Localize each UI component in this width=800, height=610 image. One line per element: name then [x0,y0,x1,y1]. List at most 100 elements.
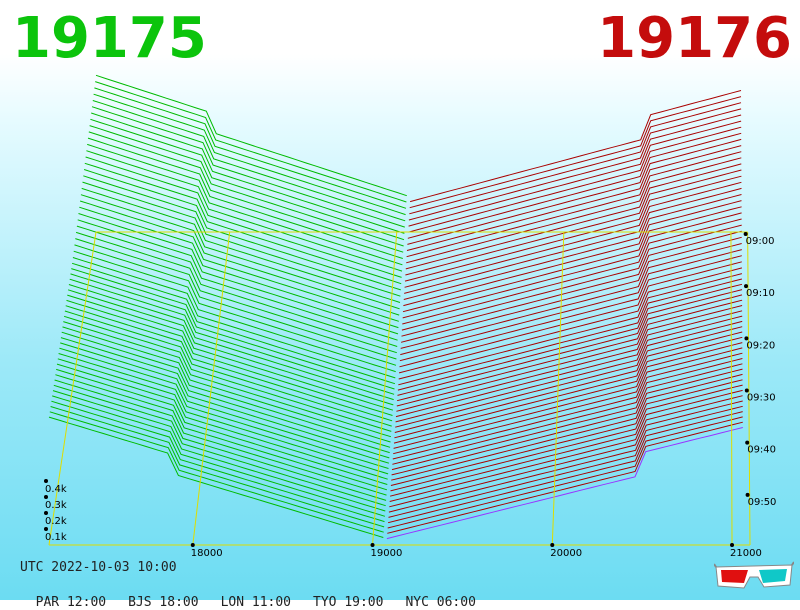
bid-depth-slice [87,143,403,266]
ask-depth-slice [395,310,743,423]
price-tick-label: 18000 [191,548,223,559]
bid-depth-slice [63,321,391,443]
time-tick-marker [744,388,749,393]
bid-depth-slice [86,150,403,272]
ask-depth-slice [409,102,742,215]
ask-depth-slice [387,416,743,529]
bid-depth-slice [49,411,384,533]
bid-depth-slice [67,294,393,416]
ask-depth-slice [400,243,742,356]
time-tick-marker [745,440,750,445]
bid-depth-slice [89,125,404,247]
ask-depth-slice [396,294,743,407]
bid-depth-slice [88,131,404,253]
bid-depth-slice [48,416,384,538]
bid-depth-slice [65,305,392,427]
time-tick-label: 09:00 [746,236,775,247]
ask-depth-slice [391,368,743,481]
bid-depth-slice [84,162,402,285]
bid-depth-slice [76,225,398,347]
ask-depth-slice [389,389,743,502]
bid-depth-slice [50,406,385,528]
bid-depth-slice [79,200,399,322]
ask-depth-slice [395,315,743,428]
ask-depth-slice [404,175,742,288]
bid-depth-slice [56,368,388,491]
bid-depth-slice [71,262,396,385]
ask-depth-slice [390,373,743,486]
bid-depth-slice [64,310,392,432]
time-tick-label: 09:50 [748,497,777,508]
ask-depth-slice [394,326,743,439]
timezone-par: PAR 12:00 [35,595,107,610]
bid-depth-slice [56,363,388,485]
depth-tick-marker [44,479,48,483]
depth-tick-marker [44,527,48,531]
bid-depth-slice [83,169,401,291]
bid-depth-slice [85,156,402,278]
ask-depth-slice [391,363,743,476]
bid-depth-slice [82,181,401,303]
price-grid-line [551,231,565,546]
ask-depth-slice [400,230,742,343]
ask-depth-slice [406,138,742,251]
ask-depth-slice [387,411,743,524]
time-tick-label: 09:40 [747,445,776,456]
utc-time: UTC 2022-10-03 10:00 [20,560,177,575]
time-tick-marker [743,232,748,236]
ask-depth-slice [409,90,742,203]
bid-depth-slice [78,213,399,335]
price-tick-label: 19000 [371,548,403,559]
time-tick-marker [745,492,750,497]
depth-tick-marker [44,511,48,515]
bid-depth-slice [91,112,405,234]
time-tick-label: 09:10 [746,288,775,299]
ask-depth-slice [402,212,742,325]
bid-depth-slice [74,244,397,366]
bid-depth-slice [71,268,395,390]
ask-depth-slice [409,96,742,209]
ask-depth-slice [405,157,742,270]
bid-depth-slice [95,81,407,203]
ask-depth-slice [393,342,743,455]
bid-depth-slice [91,106,405,228]
bid-depth-slice [68,284,394,406]
price-grid-line [372,231,398,546]
ask-depth-slice [396,289,743,402]
ask-depth-slice [404,169,742,282]
timezone-bar: PAR 12:00 BJS 18:00 LON 11:00 TYO 19:00 NYC … [20,580,498,610]
time-tick-marker [744,336,749,341]
ask-price: 19176 [597,6,792,71]
frame-edge-line [48,231,97,546]
time-tick-marker [744,284,749,289]
bid-depth-slice [62,326,391,448]
bid-depth-slice [61,331,390,454]
3d-glasses-icon[interactable] [714,561,794,591]
timezone-bjs: BJS 18:00 [128,595,199,610]
ask-depth-slice [398,261,742,374]
price-tick-marker [370,543,375,547]
timezone-lon: LON 11:00 [220,595,292,610]
bid-depth-slice [75,238,397,360]
depth-slices [48,74,743,540]
grid-lines [48,231,751,546]
ask-depth-slice [386,427,743,540]
bid-depth-slice [52,395,386,517]
time-tick-label: 09:30 [747,393,776,404]
ask-depth-slice [403,187,742,300]
bid-depth-slice [87,137,403,259]
price-tick-label: 20000 [550,548,582,559]
price-tick-marker [190,543,195,547]
ask-depth-slice [408,120,742,233]
ask-depth-slice [394,320,743,433]
ask-depth-slice [398,273,743,386]
ask-depth-slice [387,421,743,534]
time-tick-label: 09:20 [746,340,775,351]
ask-depth-slice [406,145,742,258]
ask-depth-slice [400,236,742,349]
bid-depth-slice [54,379,387,501]
bid-depth-slice [93,93,406,216]
bid-depth-slice [63,315,392,438]
ask-depth-slice [408,108,742,221]
